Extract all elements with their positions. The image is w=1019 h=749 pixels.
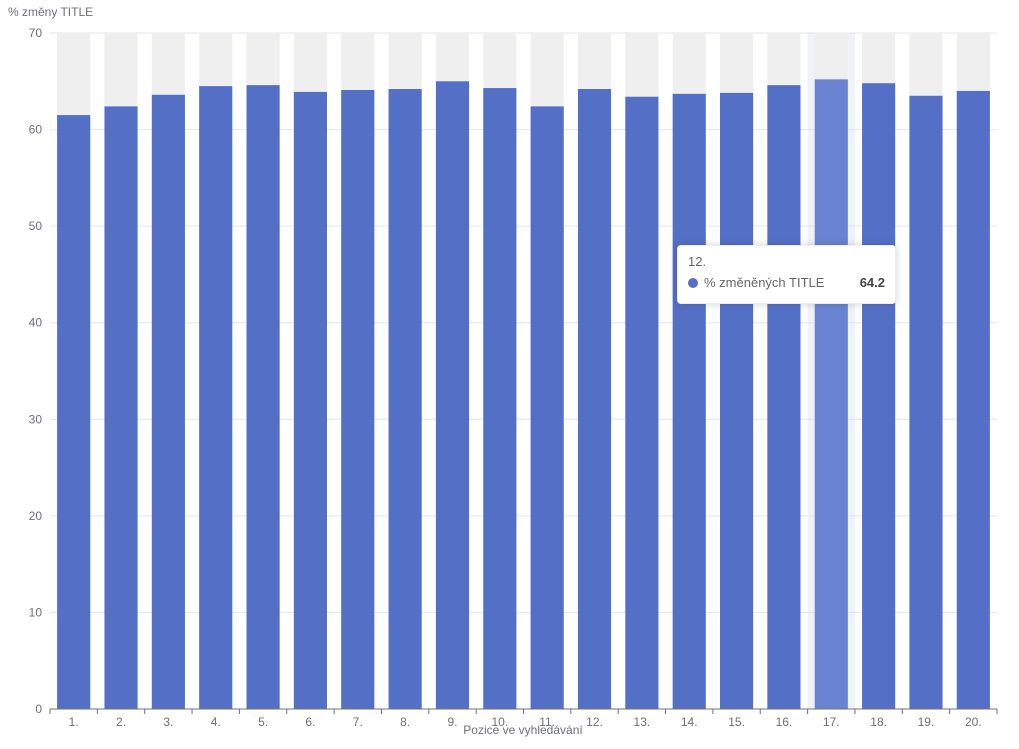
bar: [246, 85, 280, 710]
axes: 0 10 20 30 40 50 60 70 1. 2. 3. 4. 5. 6. 7. 8. 9. 10. 11. 1…: [29, 26, 998, 729]
x-axis-title: Pozice ve vyhledávání: [463, 723, 583, 737]
y-tick-label: 20: [29, 509, 43, 523]
bar: [720, 92, 754, 710]
bar: [104, 106, 138, 709]
x-tick-label: 13.: [634, 715, 651, 729]
x-tick-label: 9.: [447, 715, 457, 729]
bar: [483, 88, 517, 709]
x-tick-label: 18.: [870, 715, 887, 729]
bar: [577, 89, 612, 710]
bar: [909, 95, 943, 710]
bar: [767, 85, 801, 710]
tooltip: 12. % změněných TITLE 64.2: [677, 245, 896, 304]
grid-lines: [50, 32, 997, 613]
x-tick-label: 11.: [539, 715, 555, 729]
tooltip-value: 64.2: [859, 275, 885, 290]
x-tick-label: 3.: [163, 715, 173, 729]
y-tick-label: 0: [35, 702, 42, 716]
bar: [341, 89, 375, 709]
x-tick-label: 7.: [353, 715, 363, 729]
background-bars: [57, 33, 990, 709]
bar: [199, 86, 233, 710]
x-tick-label: 2.: [116, 715, 126, 729]
x-tick-label: 10.: [491, 715, 508, 729]
x-tick-label: 8.: [400, 715, 410, 729]
y-axis-title: % změny TITLE: [8, 5, 93, 19]
series-marker-icon: [688, 277, 698, 288]
bar: [293, 91, 327, 709]
x-tick-label: 19.: [918, 715, 935, 729]
y-tick-label: 60: [29, 123, 43, 137]
x-tick-label: 1.: [69, 715, 79, 729]
bar: [151, 94, 185, 709]
y-tick-label: 30: [29, 412, 43, 426]
bar: [530, 106, 564, 709]
x-tick-label: 5.: [258, 715, 268, 729]
y-tick-label: 40: [29, 316, 43, 330]
bar: [956, 90, 990, 709]
bar: [435, 81, 470, 710]
x-tick-label: 14.: [681, 715, 698, 729]
bar: [57, 115, 91, 710]
x-tick-label: 17.: [823, 715, 840, 729]
y-tick-label: 10: [29, 605, 43, 619]
tooltip-row: % změněných TITLE 64.2: [688, 275, 885, 290]
bar: [388, 89, 422, 710]
x-tick-label: 6.: [305, 715, 315, 729]
bar: [672, 93, 706, 710]
tooltip-title: 12.: [688, 254, 707, 269]
y-tick-label: 70: [29, 26, 43, 40]
x-tick-label: 15.: [728, 715, 745, 729]
y-tick-label: 50: [29, 219, 43, 233]
x-tick-label: 12.: [586, 715, 603, 729]
tooltip-series-name: % změněných TITLE: [704, 275, 825, 290]
bar: [814, 79, 848, 709]
bar: [862, 83, 896, 709]
x-tick-label: 16.: [776, 715, 793, 729]
bar: [625, 96, 659, 710]
x-tick-label: 4.: [211, 715, 221, 729]
x-tick-label: 20.: [965, 715, 982, 729]
bars: [57, 79, 990, 710]
